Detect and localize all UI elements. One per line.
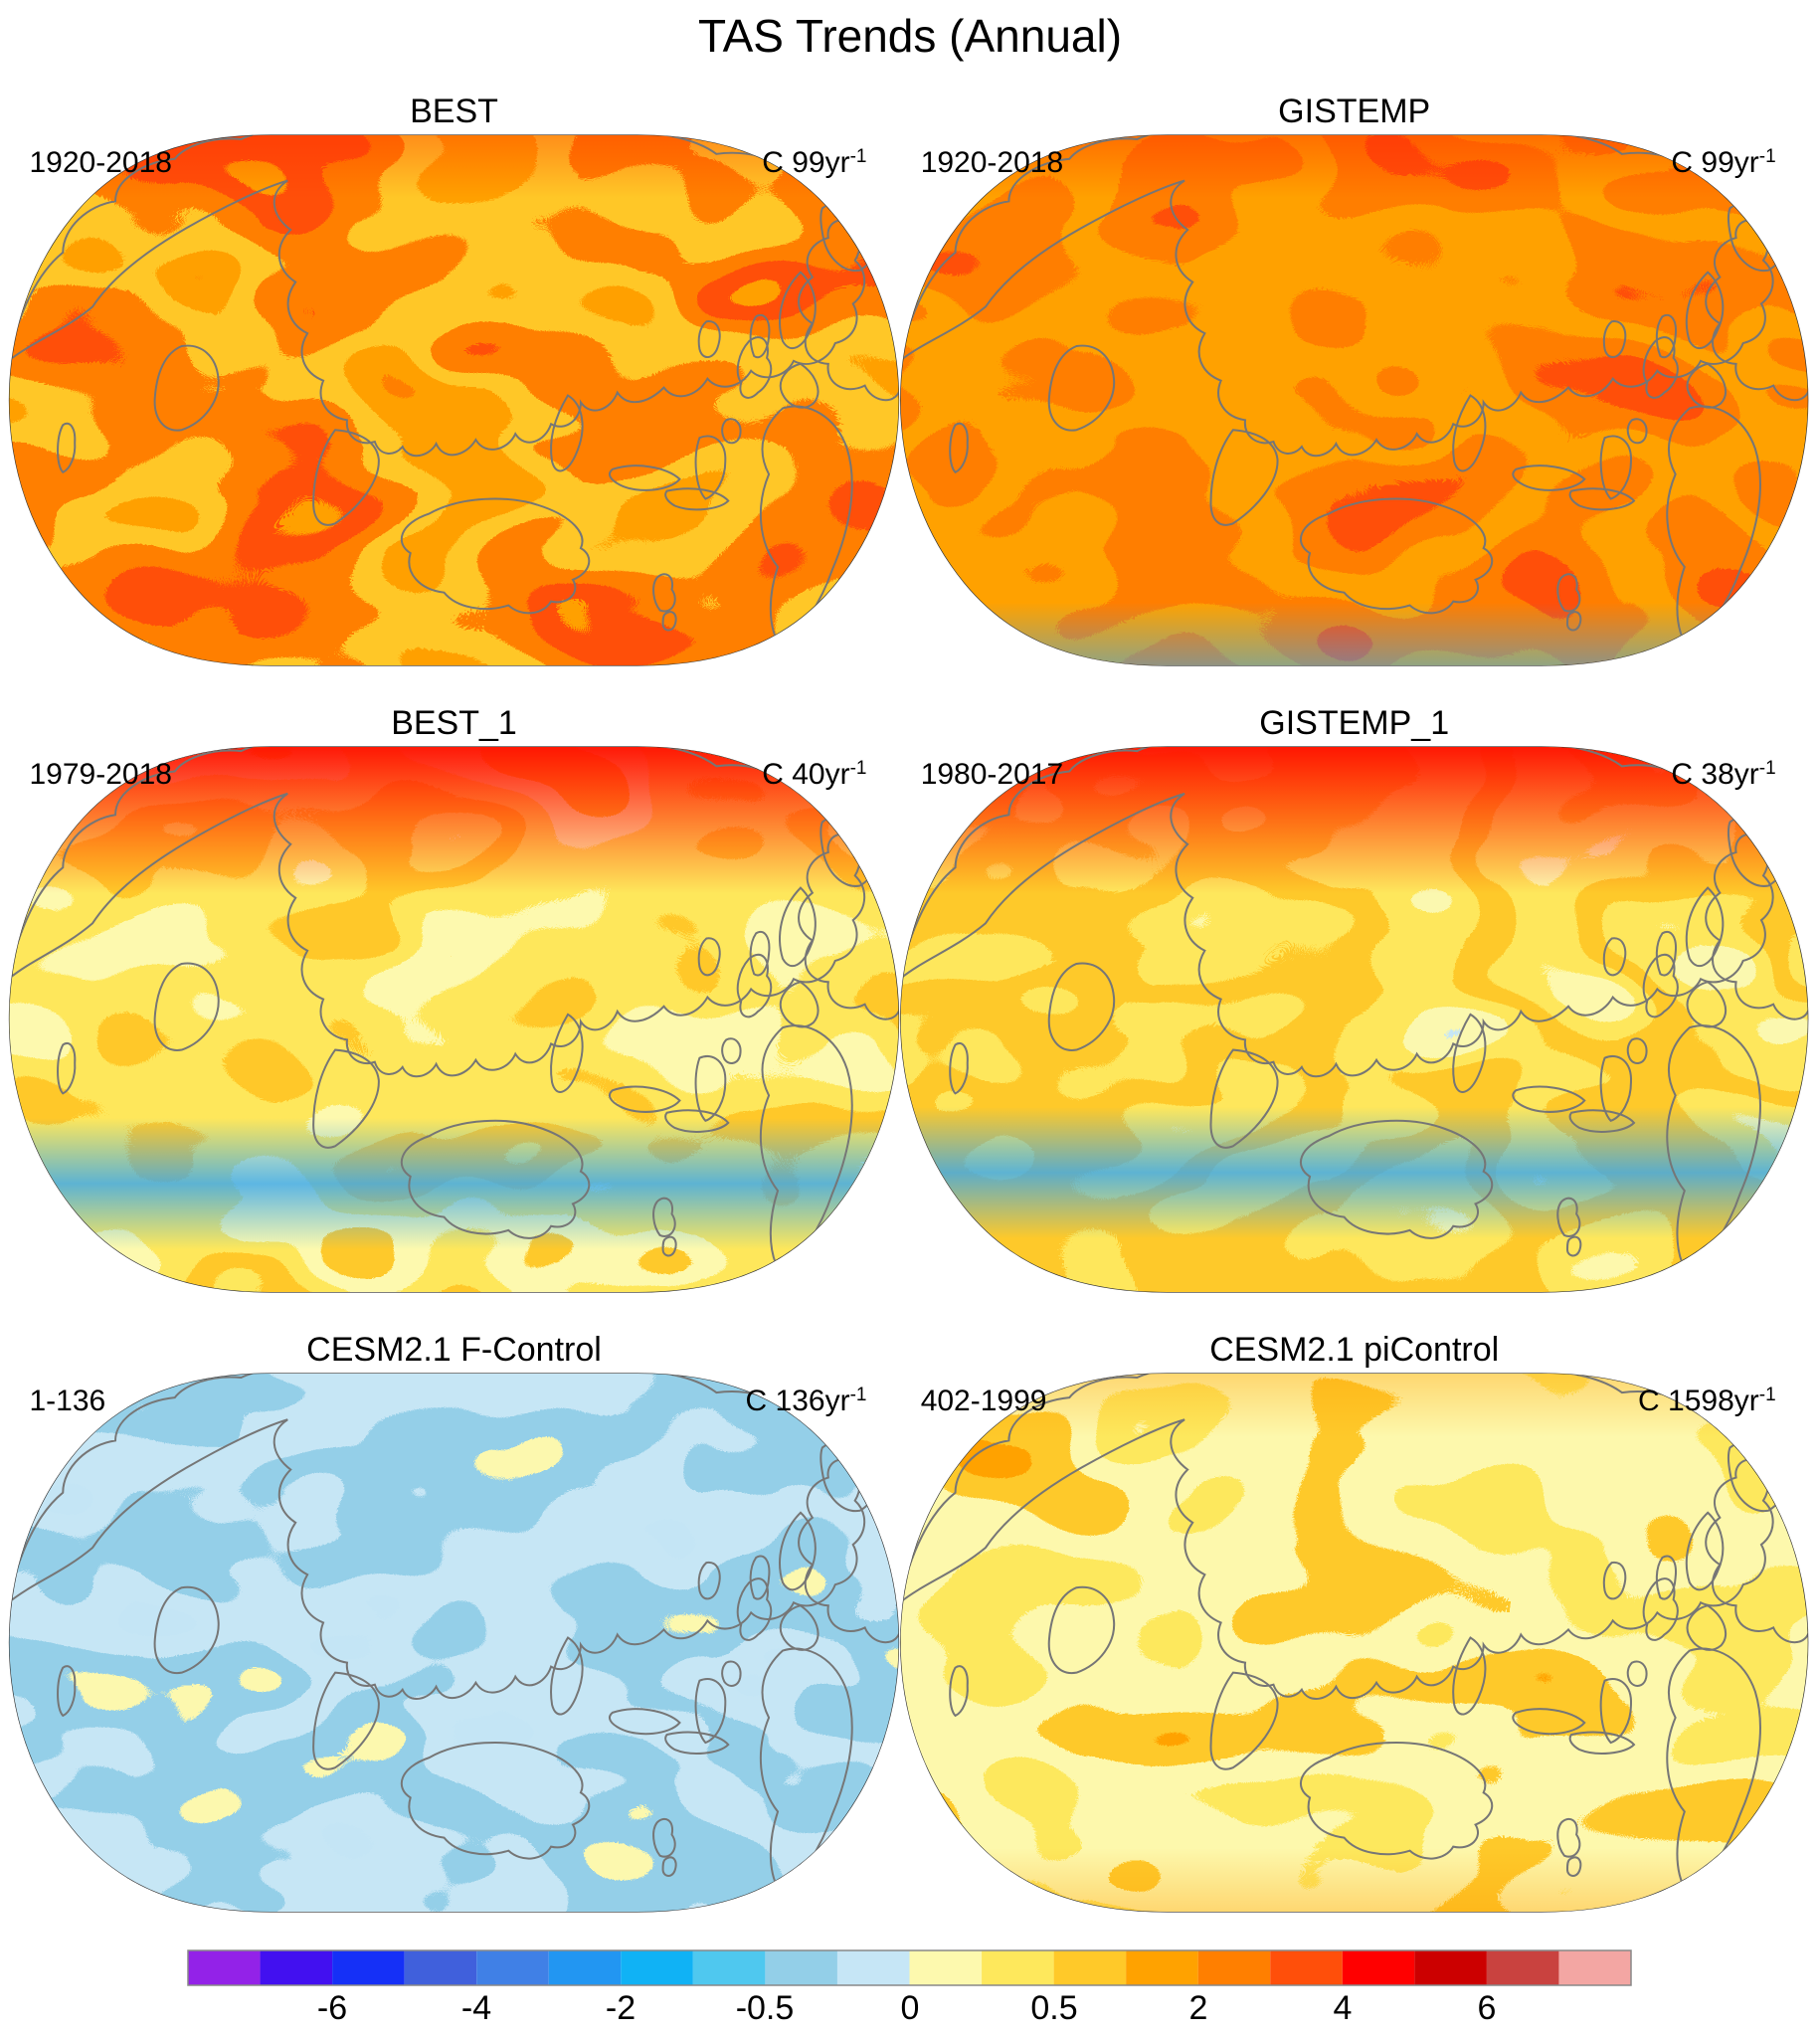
svg-text:1920-2018: 1920-2018 (921, 146, 1063, 179)
svg-text:1920-2018: 1920-2018 (30, 146, 172, 179)
svg-text:CESM2.1 piControl: CESM2.1 piControl (1209, 1331, 1499, 1369)
svg-text:BEST_1: BEST_1 (391, 704, 517, 742)
svg-text:-0.5: -0.5 (736, 1989, 795, 2027)
svg-text:0: 0 (901, 1989, 920, 2027)
svg-text:BEST: BEST (410, 93, 498, 130)
svg-text:6: 6 (1478, 1989, 1497, 2027)
svg-text:CESM2.1 F-Control: CESM2.1 F-Control (306, 1331, 602, 1369)
svg-text:402-1999: 402-1999 (921, 1385, 1047, 1417)
svg-text:1980-2017: 1980-2017 (921, 758, 1063, 791)
svg-text:-4: -4 (461, 1989, 491, 2027)
svg-text:C 1598yr-1: C 1598yr-1 (1638, 1385, 1776, 1417)
svg-text:TAS Trends (Annual): TAS Trends (Annual) (698, 10, 1122, 62)
svg-text:0.5: 0.5 (1030, 1989, 1077, 2027)
svg-text:-6: -6 (317, 1989, 347, 2027)
svg-text:4: 4 (1334, 1989, 1353, 2027)
svg-text:1979-2018: 1979-2018 (30, 758, 172, 791)
svg-text:-2: -2 (606, 1989, 636, 2027)
svg-text:2: 2 (1189, 1989, 1208, 2027)
svg-text:GISTEMP: GISTEMP (1278, 93, 1430, 130)
svg-text:GISTEMP_1: GISTEMP_1 (1259, 704, 1449, 742)
svg-text:C 136yr-1: C 136yr-1 (746, 1385, 867, 1417)
svg-text:1-136: 1-136 (30, 1385, 106, 1417)
